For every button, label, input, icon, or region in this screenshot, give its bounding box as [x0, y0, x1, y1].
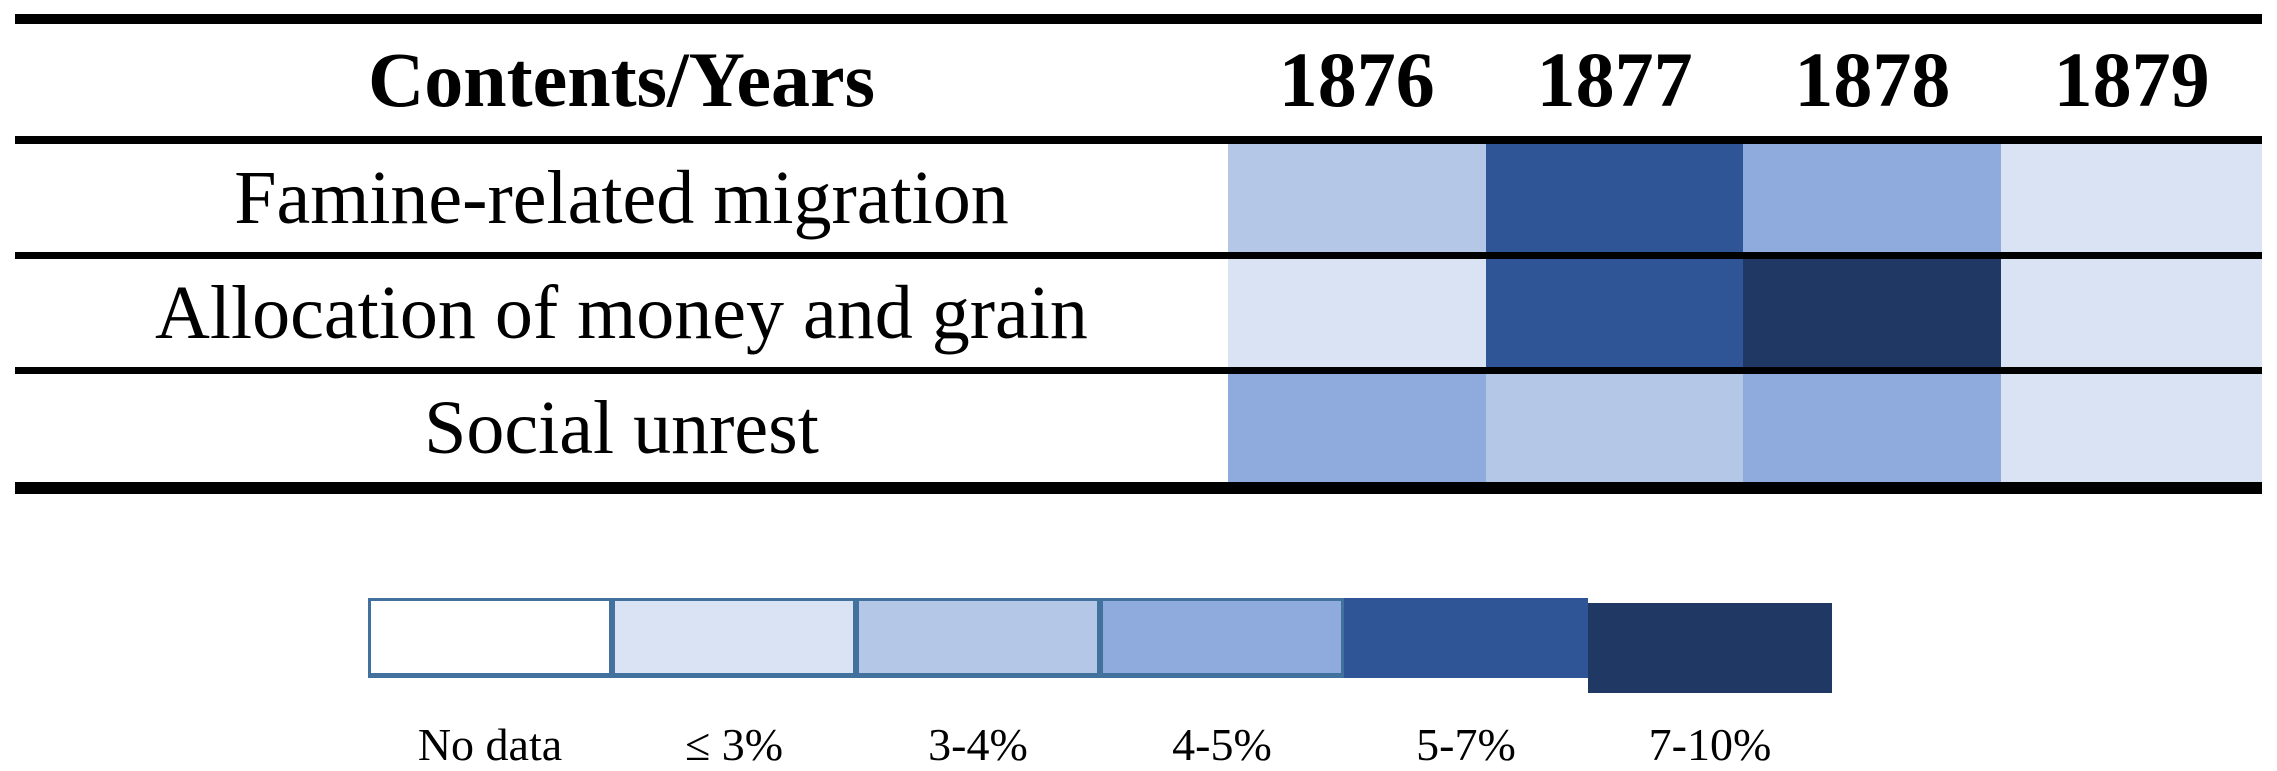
heatmap-cell: [1485, 259, 1744, 367]
heatmap-cell: [1743, 144, 2002, 252]
heatmap-cell: [1485, 374, 1744, 482]
heatmap-cell: [2001, 259, 2262, 367]
heatmap-cell: [1227, 144, 1486, 252]
heatmap-cell: [1227, 374, 1486, 482]
row-label-allocation: Allocation of money and grain: [155, 270, 1088, 355]
legend-label: 3-4%: [928, 719, 1028, 770]
corner-header-label: Contents/Years: [367, 36, 875, 123]
year-header-1878: 1878: [1794, 36, 1951, 123]
heatmap-cell: [1485, 144, 1744, 252]
table-bottom-border: [15, 482, 2262, 494]
year-header-1877: 1877: [1536, 36, 1693, 123]
legend-label-row: No data ≤ 3% 3-4% 4-5% 5-7% 7-10%: [368, 718, 1832, 771]
legend-swatch-5-7: [1344, 598, 1588, 678]
row-divider: [15, 367, 2262, 374]
table-header-row: Contents/Years 1876 1877 1878 1879: [15, 24, 2262, 136]
heatmap-cell: [1227, 259, 1486, 367]
row-label-famine-migration: Famine-related migration: [234, 155, 1009, 240]
legend-label: 4-5%: [1172, 719, 1272, 770]
table-row: Social unrest: [15, 374, 2262, 482]
legend-label: No data: [417, 719, 563, 770]
color-legend: No data ≤ 3% 3-4% 4-5% 5-7% 7-10%: [368, 598, 1832, 771]
legend-label: ≤ 3%: [684, 719, 784, 770]
heatmap-cell: [1743, 374, 2002, 482]
legend-swatch-row: [368, 598, 1832, 694]
heatmap-cell: [1743, 259, 2002, 367]
table-top-border: [15, 14, 2262, 24]
row-label-social-unrest: Social unrest: [424, 385, 819, 470]
legend-swatch-le3: [612, 598, 856, 678]
table-row: Famine-related migration: [15, 144, 2262, 252]
legend-label: 5-7%: [1416, 719, 1516, 770]
legend-swatch-4-5: [1100, 598, 1344, 678]
header-divider: [15, 136, 2262, 144]
legend-swatch-no-data: [368, 598, 612, 678]
year-header-1879: 1879: [2053, 36, 2210, 123]
legend-swatch-3-4: [856, 598, 1100, 678]
year-header-1876: 1876: [1278, 36, 1435, 123]
heatmap-cell: [2001, 374, 2262, 482]
heatmap-table: Contents/Years 1876 1877 1878 1879 Famin…: [15, 14, 2262, 494]
legend-label: 7-10%: [1648, 719, 1772, 770]
row-divider: [15, 252, 2262, 259]
heatmap-cell: [2001, 144, 2262, 252]
table-row: Allocation of money and grain: [15, 259, 2262, 367]
legend-swatch-7-10: [1588, 603, 1832, 693]
